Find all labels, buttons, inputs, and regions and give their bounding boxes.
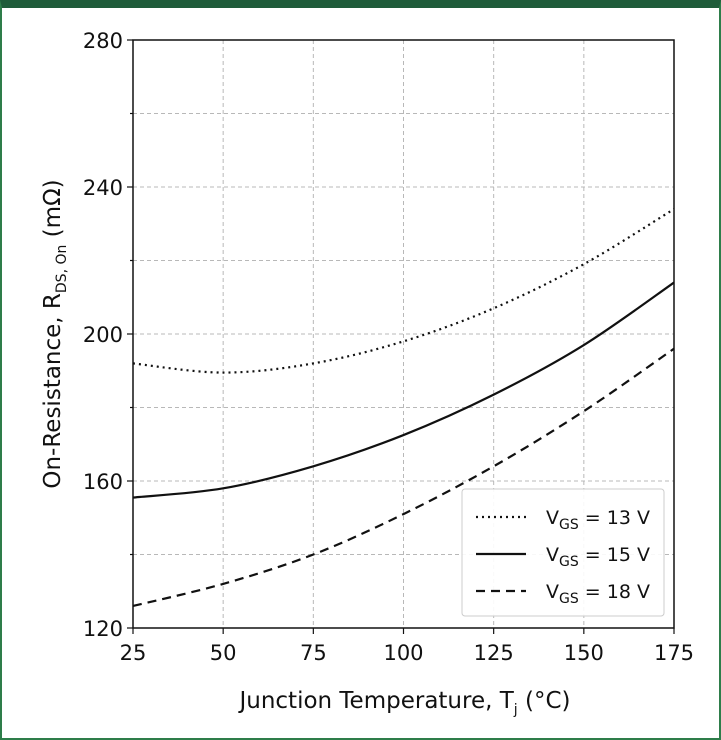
legend-label: VGS = 15 V bbox=[546, 544, 650, 570]
x-tick-label: 100 bbox=[383, 641, 423, 665]
y-tick-label: 240 bbox=[83, 176, 123, 200]
axis-ticks: 25 50 75 100 125 150 175 120 160 200 240 280 bbox=[83, 29, 694, 665]
y-tick-label: 120 bbox=[83, 617, 123, 641]
y-tick-label: 280 bbox=[83, 29, 123, 53]
y-tick-label: 160 bbox=[83, 470, 123, 494]
x-tick-label: 150 bbox=[564, 641, 604, 665]
series-line-dotted bbox=[132, 208, 675, 374]
legend-label: VGS = 18 V bbox=[546, 581, 650, 607]
x-tick-label: 25 bbox=[120, 641, 147, 665]
x-tick-label: 175 bbox=[654, 641, 694, 665]
legend-box bbox=[461, 488, 665, 617]
y-tick-label: 200 bbox=[83, 323, 123, 347]
series-lines bbox=[132, 208, 675, 608]
x-tick-label: 50 bbox=[210, 641, 237, 665]
x-tick-label: 75 bbox=[300, 641, 327, 665]
x-tick-label: 125 bbox=[474, 641, 514, 665]
x-axis-label: Junction Temperature, Tj (°C) bbox=[237, 688, 570, 718]
series-line-dashed bbox=[132, 347, 675, 608]
legend-label: VGS = 13 V bbox=[546, 507, 650, 533]
y-axis-label: On-Resistance, RDS, On (mΩ) bbox=[40, 179, 70, 488]
series-line-solid bbox=[132, 281, 675, 499]
legend: VGS = 13 V VGS = 15 V VGS = 18 V bbox=[461, 488, 665, 617]
